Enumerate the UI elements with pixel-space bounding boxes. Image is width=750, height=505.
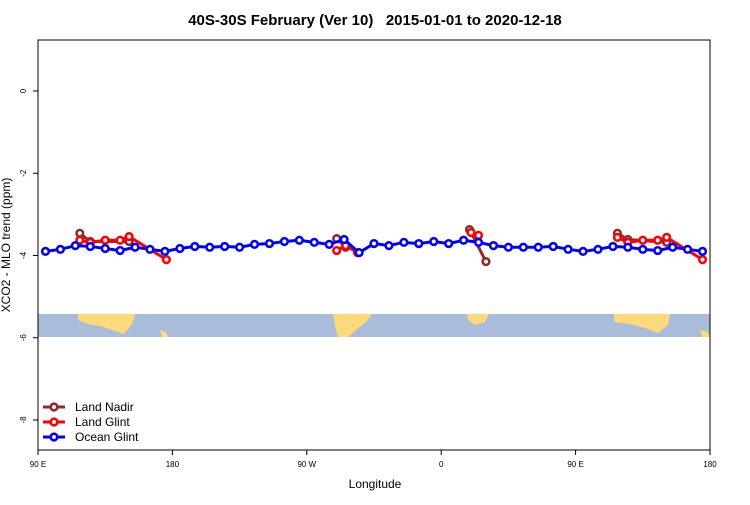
- point: [279, 236, 290, 247]
- point: [145, 244, 155, 254]
- point: [339, 234, 349, 245]
- x-tick-label: 180: [166, 460, 180, 469]
- point: [369, 238, 379, 249]
- point: [70, 241, 80, 251]
- y-tick-label: -8: [19, 416, 28, 424]
- point: [612, 232, 623, 242]
- point: [294, 235, 304, 245]
- point: [638, 244, 648, 254]
- point: [354, 248, 364, 258]
- point: [414, 238, 424, 249]
- legend-marker: [49, 402, 59, 412]
- point: [503, 242, 514, 252]
- chart-title: 40S-30S February (Ver 10) 2015-01-01 to …: [188, 12, 562, 29]
- point: [332, 245, 342, 256]
- point: [161, 254, 172, 265]
- point: [235, 242, 245, 252]
- point: [466, 227, 476, 238]
- plot-box: [37, 39, 711, 451]
- point: [309, 237, 319, 247]
- point: [75, 235, 85, 245]
- map-strip: [38, 314, 710, 337]
- point: [175, 243, 185, 254]
- point: [249, 239, 260, 249]
- point: [662, 232, 672, 242]
- point: [55, 244, 66, 254]
- point: [85, 241, 95, 252]
- legend-label: Land Nadir: [75, 400, 134, 414]
- point: [533, 242, 543, 252]
- point: [190, 241, 200, 252]
- point: [100, 243, 110, 254]
- point: [324, 239, 334, 249]
- point: [40, 246, 51, 256]
- point: [384, 241, 394, 251]
- y-tick-label: -4: [19, 251, 28, 259]
- point: [115, 245, 125, 256]
- x-tick-label: 90 W: [297, 460, 316, 469]
- point: [220, 241, 230, 252]
- point: [548, 241, 558, 252]
- legend-label: Land Glint: [75, 415, 130, 429]
- x-tick-label: 90 E: [567, 460, 583, 469]
- point: [100, 235, 110, 245]
- y-tick-label: -2: [19, 169, 28, 177]
- point: [563, 244, 573, 254]
- point: [668, 242, 678, 252]
- point: [488, 241, 499, 251]
- legend-label: Ocean Glint: [75, 430, 139, 444]
- point: [593, 244, 603, 254]
- x-tick-label: 90 E: [30, 460, 46, 469]
- point: [697, 254, 708, 265]
- point: [697, 246, 708, 256]
- point: [115, 235, 125, 245]
- point: [459, 235, 469, 245]
- point: [399, 237, 409, 247]
- point: [518, 242, 528, 252]
- point: [429, 236, 439, 247]
- point: [473, 230, 484, 240]
- point: [444, 238, 454, 249]
- point: [608, 241, 618, 252]
- x-tick-label: 0: [439, 460, 444, 469]
- point: [638, 235, 648, 245]
- point: [264, 238, 275, 249]
- point: [205, 242, 215, 252]
- point: [682, 244, 693, 254]
- point: [75, 228, 85, 238]
- point: [578, 246, 588, 256]
- x-tick-label: 180: [703, 460, 717, 469]
- x-axis-label: Longitude: [349, 477, 402, 491]
- point: [473, 237, 484, 247]
- point: [130, 242, 140, 252]
- point: [481, 257, 491, 267]
- y-tick-label: 0: [19, 88, 28, 93]
- y-axis-label: XCO2 - MLO trend (ppm): [0, 178, 13, 313]
- point: [124, 231, 134, 242]
- legend-marker: [49, 417, 59, 427]
- point: [160, 246, 170, 256]
- point: [653, 245, 663, 256]
- y-tick-label: -6: [19, 334, 28, 342]
- point: [653, 235, 663, 245]
- point: [623, 242, 633, 252]
- legend-marker: [49, 432, 59, 442]
